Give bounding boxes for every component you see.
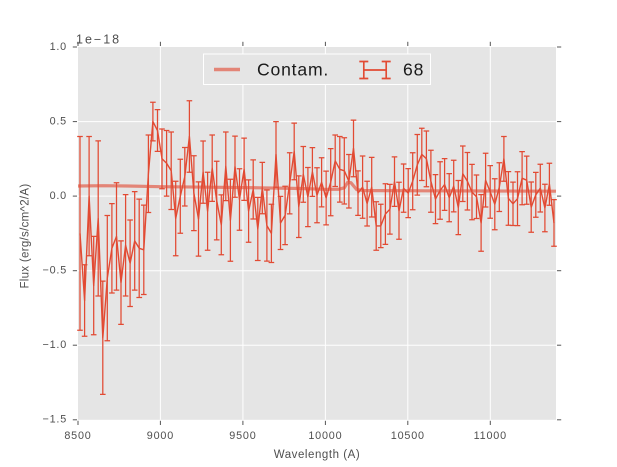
svg-text:9500: 9500 [229, 430, 256, 442]
svg-text:68: 68 [403, 60, 424, 80]
svg-text:Flux (erg/s/cm^2/A): Flux (erg/s/cm^2/A) [20, 183, 32, 288]
svg-text:9000: 9000 [147, 430, 174, 442]
svg-text:−1.5: −1.5 [42, 414, 67, 426]
svg-text:−1.0: −1.0 [42, 339, 67, 351]
svg-text:1e−18: 1e−18 [76, 33, 121, 47]
svg-text:Wavelength (A): Wavelength (A) [274, 449, 361, 461]
svg-text:10000: 10000 [308, 430, 342, 442]
svg-text:0.5: 0.5 [50, 116, 67, 128]
svg-text:8500: 8500 [64, 430, 91, 442]
svg-text:11000: 11000 [474, 430, 507, 442]
svg-text:Contam.: Contam. [257, 60, 329, 80]
svg-text:−0.5: −0.5 [42, 265, 67, 277]
svg-text:10500: 10500 [391, 430, 425, 442]
svg-text:1.0: 1.0 [50, 41, 67, 53]
svg-text:0.0: 0.0 [50, 190, 67, 202]
